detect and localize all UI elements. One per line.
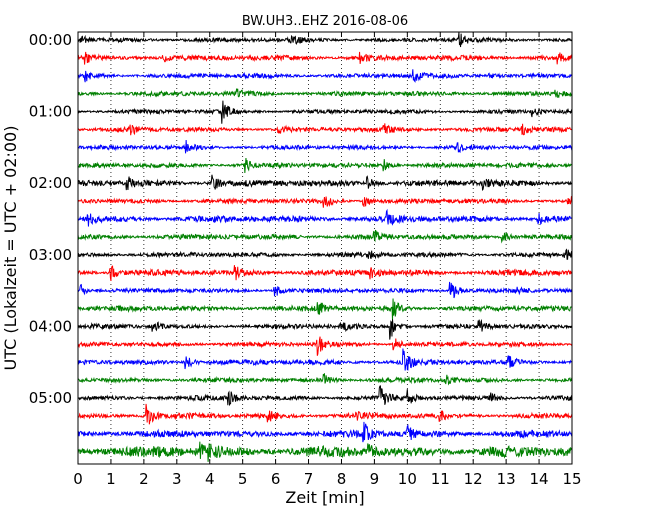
- trace-row-11: [77, 229, 573, 244]
- x-tick-label: 0: [73, 470, 83, 488]
- trace-row-16: [77, 318, 573, 340]
- x-tick-label: 2: [139, 470, 149, 488]
- y-tick-label: 05:00: [29, 389, 72, 407]
- trace-row-5: [77, 123, 573, 136]
- trace-row-22: [77, 421, 573, 443]
- trace-row-7: [77, 158, 573, 174]
- trace-row-20: [77, 385, 573, 407]
- x-axis: 0 1 2 3 4 5 6 7 8 9 10 11 12 13 14 15: [73, 32, 582, 488]
- trace-row-6: [77, 140, 573, 154]
- x-tick-label: 11: [431, 470, 450, 488]
- x-tick-label: 8: [337, 470, 347, 488]
- x-tick-label: 6: [271, 470, 281, 488]
- trace-row-1: [77, 51, 573, 65]
- y-axis: 00:00 01:00 02:00 03:00 04:00 05:00: [29, 31, 572, 407]
- x-tick-label: 5: [238, 470, 248, 488]
- seismic-traces: [77, 32, 573, 462]
- trace-row-17: [77, 336, 573, 356]
- y-tick-label: 00:00: [29, 31, 72, 49]
- grid-lines: [110, 32, 540, 464]
- trace-row-14: [77, 281, 573, 299]
- trace-row-8: [77, 174, 573, 192]
- y-tick-label: 04:00: [29, 317, 72, 335]
- x-tick-label: 7: [304, 470, 314, 488]
- plot-frame: [77, 31, 573, 465]
- x-tick-label: 13: [497, 470, 516, 488]
- trace-row-18: [77, 348, 573, 371]
- trace-row-4: [77, 100, 573, 124]
- trace-row-21: [77, 403, 573, 425]
- y-tick-label: 01:00: [29, 103, 72, 121]
- x-tick-label: 9: [370, 470, 380, 488]
- x-tick-label: 15: [562, 470, 581, 488]
- x-tick-label: 12: [464, 470, 483, 488]
- trace-row-0: [77, 32, 573, 48]
- trace-row-10: [77, 208, 573, 227]
- trace-row-12: [77, 248, 573, 260]
- x-tick-label: 3: [172, 470, 182, 488]
- trace-row-13: [77, 265, 573, 282]
- trace-row-3: [77, 88, 573, 99]
- x-tick-label: 10: [398, 470, 417, 488]
- y-axis-label: UTC (Lokalzeit = UTC + 02:00): [1, 126, 20, 371]
- trace-row-15: [77, 298, 573, 321]
- trace-row-23: [77, 441, 573, 462]
- trace-row-19: [77, 373, 573, 386]
- trace-row-2: [77, 69, 573, 83]
- trace-row-9: [77, 196, 573, 208]
- chart-title: BW.UH3..EHZ 2016-08-06: [242, 14, 408, 29]
- x-tick-label: 1: [106, 470, 116, 488]
- x-tick-label: 4: [205, 470, 215, 488]
- y-tick-label: 02:00: [29, 174, 72, 192]
- x-axis-label: Zeit [min]: [285, 488, 364, 507]
- x-tick-label: 14: [530, 470, 549, 488]
- y-tick-label: 03:00: [29, 246, 72, 264]
